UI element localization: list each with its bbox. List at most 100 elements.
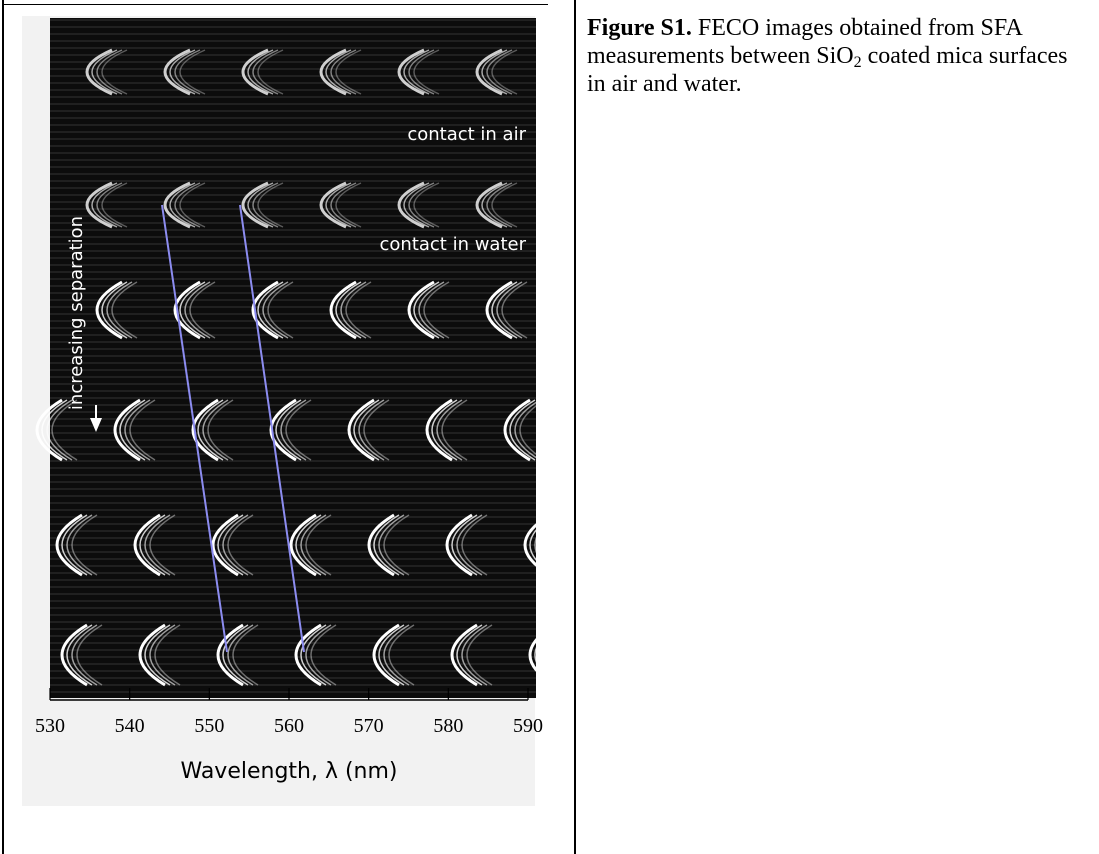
fringe-arc <box>174 182 201 228</box>
annotation: contact in water <box>380 234 527 255</box>
fringe-arc <box>418 281 445 339</box>
fringe-arc <box>267 281 294 339</box>
fringe-arc <box>251 280 279 340</box>
fringe-arc <box>96 182 123 228</box>
fringe-arc <box>408 182 435 228</box>
fringe-arc <box>294 623 322 687</box>
fringe-arc <box>111 281 138 339</box>
fringe-arc <box>163 48 191 96</box>
fringe-arc <box>101 281 128 339</box>
fringe-arc <box>496 281 523 339</box>
fringe-arc <box>539 514 564 576</box>
fringe-arc <box>66 624 93 686</box>
fringe-arc <box>509 399 536 461</box>
fringe-arc <box>413 49 440 95</box>
fringe-arc <box>71 624 98 686</box>
fringe-arc <box>461 514 488 576</box>
fringe-arc <box>113 398 141 462</box>
fringe-arc <box>325 182 352 228</box>
arrow-head <box>90 418 102 432</box>
fringe-arc <box>486 49 513 95</box>
fringe-arc <box>269 398 297 462</box>
fringe-arc <box>85 48 113 96</box>
fringe-arc <box>373 514 400 576</box>
fringe-arc <box>501 281 528 339</box>
fringe-arc <box>252 182 279 228</box>
tick-label: 540 <box>115 715 145 737</box>
tick-label: 550 <box>194 715 224 737</box>
fringe-arc <box>461 624 488 686</box>
fringe-arc <box>169 182 196 228</box>
fringe-arc <box>436 399 463 461</box>
fringe-arc <box>451 514 478 576</box>
column-divider <box>574 0 576 854</box>
fringe-arc <box>241 48 269 96</box>
fringe-arc <box>325 49 352 95</box>
figure: contact in air contact in water increasi… <box>22 16 564 806</box>
fringe-arc <box>202 399 229 461</box>
fringe-arc <box>163 181 191 229</box>
fringe-arc <box>456 624 483 686</box>
fringe-arc <box>144 624 171 686</box>
tick-label: 530 <box>35 715 65 737</box>
fringe-arc <box>534 624 561 686</box>
fringe-arc <box>340 281 367 339</box>
fringe-arc <box>486 182 513 228</box>
tick-label: 590 <box>513 715 543 737</box>
fringe-arc <box>330 49 357 95</box>
fringe-arc <box>262 281 289 339</box>
caption-text: FECO images obtained from SFA measuremen… <box>587 15 1022 69</box>
fringe-arc <box>66 514 93 576</box>
fringe-arc <box>138 623 166 687</box>
fringe-arc <box>491 49 518 95</box>
annotation: contact in air <box>407 124 526 145</box>
fringe-arc <box>295 514 322 576</box>
fringe-arc <box>41 399 68 461</box>
fringe-arc <box>445 513 473 577</box>
fringe-arc <box>300 514 327 576</box>
fringe-trace <box>161 204 228 653</box>
fringe-arc <box>227 624 254 686</box>
fringe-arc <box>466 624 493 686</box>
fringe-arc <box>257 49 284 95</box>
fringe-arc <box>232 624 259 686</box>
fringe-arc <box>96 49 123 95</box>
fringe-arc <box>85 181 113 229</box>
fringe-arc <box>179 182 206 228</box>
fringe-arc <box>335 49 362 95</box>
fringe-arc <box>71 514 98 576</box>
fringe-trace <box>239 204 305 653</box>
fringe-arc <box>353 399 380 461</box>
fringe-arc <box>544 628 564 682</box>
fringe-arc <box>222 624 249 686</box>
fringe-arc <box>241 181 269 229</box>
fringe-arc <box>91 182 118 228</box>
fringe-arc <box>217 514 244 576</box>
fringe-arc <box>280 399 307 461</box>
fringe-arc <box>184 281 211 339</box>
fringe-arc <box>481 182 508 228</box>
fringe-arc <box>247 182 274 228</box>
fringe-arc <box>345 281 372 339</box>
fringe-arc <box>403 49 430 95</box>
fringe-arc <box>413 281 440 339</box>
x-ticks: 530 540 550 560 570 580 590 <box>35 688 543 737</box>
fringe-arc <box>378 624 405 686</box>
fringe-arc <box>252 49 279 95</box>
fringe-arc <box>358 399 385 461</box>
fringe-arc <box>189 281 216 339</box>
fringe-arc <box>485 280 513 340</box>
fringe-arc <box>491 182 518 228</box>
fringe-arc <box>528 623 556 687</box>
fringe-arc <box>423 281 450 339</box>
fringe-arc <box>383 514 410 576</box>
fringe-arc <box>144 514 171 576</box>
fringe-arc <box>257 281 284 339</box>
fringe-arc <box>523 513 551 577</box>
fringe-arc <box>76 624 103 686</box>
fringe-arc <box>456 514 483 576</box>
fringe-arc <box>119 399 146 461</box>
fringe-arc <box>330 182 357 228</box>
